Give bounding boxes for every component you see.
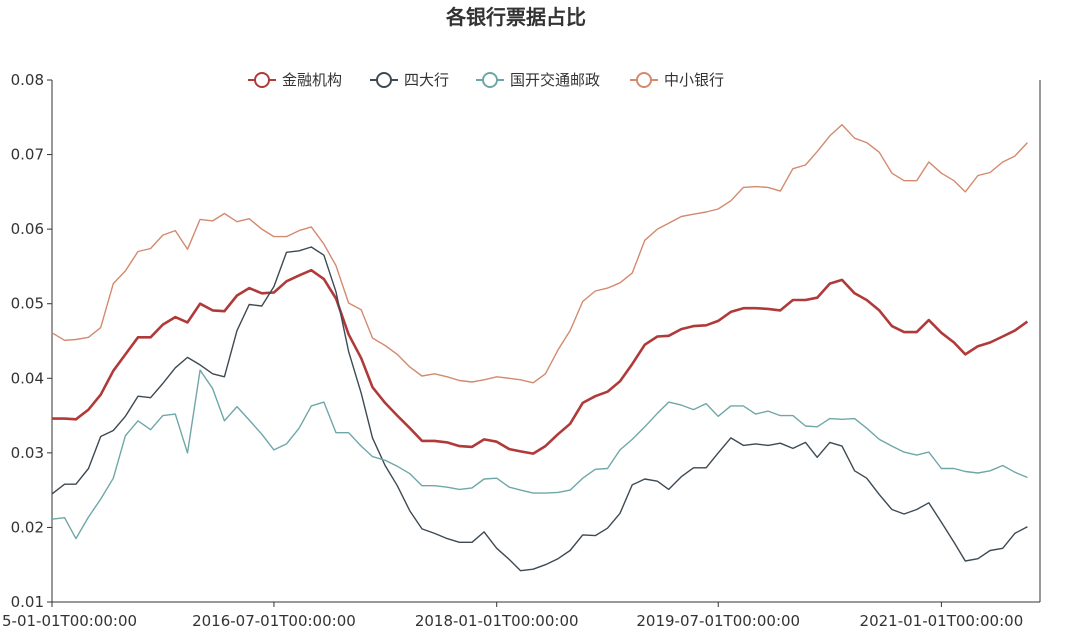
legend-swatch-marker [376,72,392,88]
y-tick-label: 0.07 [11,146,44,164]
legend-label: 中小银行 [664,71,724,89]
y-tick-label: 0.04 [11,369,44,387]
y-tick-label: 0.08 [11,71,44,89]
x-tick-label: 2016-07-01T00:00:00 [192,612,356,628]
axes: 0.01 0.02 0.03 0.04 0.05 0.06 0.07 0.08 5-01-01T… [2,71,1041,628]
legend-label: 金融机构 [282,71,342,89]
legend-swatch-marker [254,72,270,88]
legend-swatch-marker [636,72,652,88]
y-tick-label: 0.05 [11,295,44,313]
legend-swatch-marker [482,72,498,88]
legend-item[interactable]: 四大行 [370,71,449,89]
y-tick-label: 0.06 [11,220,44,238]
y-tick-label: 0.01 [11,593,44,611]
x-tick-label: 2018-01-01T00:00:00 [415,612,579,628]
y-tick-label: 0.02 [11,518,44,536]
chart-title: 各银行票据占比 [445,5,586,29]
legend-label: 四大行 [404,71,449,89]
legend-item[interactable]: 金融机构 [248,71,342,89]
series-line [51,246,1028,572]
legend-label: 国开交通邮政 [510,71,600,89]
series-line [51,369,1028,540]
series-lines [51,123,1029,572]
legend-item[interactable]: 中小银行 [630,71,724,89]
series-line [51,123,1028,384]
legend: 金融机构 四大行 国开交通邮政 中小银行 [248,71,724,89]
series-line [52,268,1029,455]
x-tick-label: 5-01-01T00:00:00 [2,612,137,628]
y-tick-label: 0.03 [11,444,44,462]
x-tick-label: 2019-07-01T00:00:00 [636,612,800,628]
legend-item[interactable]: 国开交通邮政 [476,71,600,89]
x-tick-label: 2021-01-01T00:00:00 [860,612,1024,628]
